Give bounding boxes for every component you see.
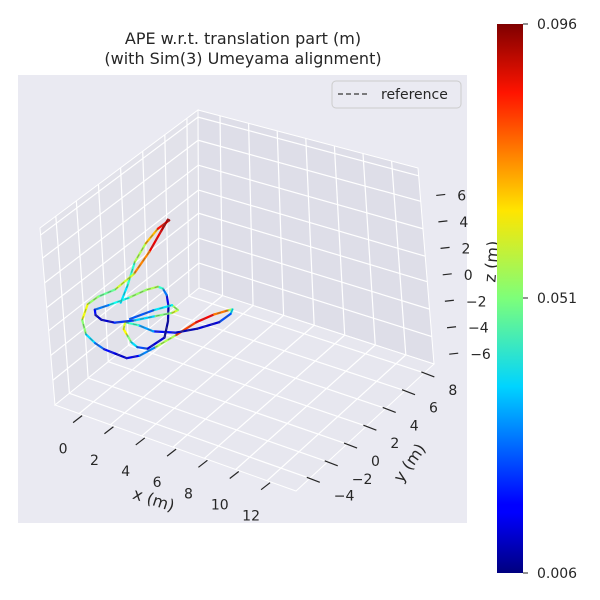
floor-pane — [53, 287, 435, 492]
z-gridline — [198, 212, 428, 283]
z-tick-mark — [449, 352, 459, 355]
colorbar — [497, 24, 523, 573]
x-tick-mark — [104, 426, 114, 435]
colorbar-mid-label: 0.051 — [537, 291, 577, 307]
z-tick-label: 6 — [457, 188, 466, 204]
trajectory-segment — [148, 229, 163, 253]
x-gridline — [172, 324, 315, 448]
y-tick-mark — [421, 371, 435, 378]
colorbar-min-label: 0.006 — [537, 566, 577, 582]
y-tick-label: 8 — [448, 383, 457, 399]
x-tick-label: 10 — [211, 498, 229, 514]
x-tick-mark — [166, 448, 177, 457]
z-gridline — [50, 237, 200, 356]
x-tick-mark — [260, 482, 271, 491]
trajectory-segment — [196, 321, 221, 330]
z-tick-label: −4 — [468, 321, 489, 337]
trajectory-segment — [133, 242, 147, 264]
z-gridline — [48, 212, 199, 332]
y-tick-label: −2 — [352, 472, 373, 488]
x-gridline — [204, 334, 346, 459]
legend-entry-reference: reference — [381, 87, 448, 103]
x-tick-mark — [229, 471, 240, 479]
z-gridline — [40, 116, 199, 236]
y-gridline — [148, 328, 386, 410]
z-gridline — [44, 164, 199, 284]
trajectory-segment — [132, 250, 151, 276]
y-tick-label: 4 — [410, 418, 419, 434]
z-gridline — [42, 139, 199, 259]
z-gridline — [46, 189, 199, 309]
z-gridline — [198, 189, 426, 257]
colorbar-max-label: 0.096 — [537, 17, 577, 33]
trajectory-segment — [146, 336, 166, 350]
y-tick-mark — [363, 424, 377, 431]
x-tick-label: 6 — [153, 475, 162, 491]
y-tick-label: −4 — [334, 488, 355, 504]
x-gridline — [141, 314, 284, 437]
z-gridline — [197, 116, 419, 177]
y-tick-mark — [324, 460, 338, 467]
z-tick-mark — [446, 326, 457, 329]
z-gridline — [198, 164, 424, 230]
y-gridline — [128, 344, 367, 427]
x-gridline — [362, 153, 376, 346]
z-gridline — [198, 237, 430, 310]
y-tick-label: 0 — [371, 454, 380, 470]
x-tick-label: 0 — [59, 442, 68, 458]
trajectory-segment — [133, 315, 157, 322]
z-gridline — [198, 262, 432, 338]
x-gridline — [235, 344, 376, 470]
y-tick-label: 2 — [390, 436, 399, 452]
trajectory-segment — [174, 327, 199, 334]
chart-title: APE w.r.t. translation part (m) — [125, 29, 361, 48]
y-gridline — [188, 295, 425, 374]
y-tick-mark — [343, 442, 358, 449]
trajectory-series — [81, 218, 234, 360]
z-gridline — [198, 139, 421, 202]
z-tick-mark — [436, 193, 446, 197]
trajectory-segment — [127, 288, 148, 300]
z-tick-label: −6 — [470, 347, 491, 363]
z-tick-label: 0 — [464, 268, 473, 284]
z-tick-mark — [440, 246, 450, 249]
x-gridline — [391, 160, 407, 355]
y-tick-mark — [306, 476, 321, 483]
trajectory-segment — [126, 260, 136, 287]
z-tick-label: 2 — [462, 241, 471, 257]
z-tick-mark — [442, 273, 452, 276]
y-tick-mark — [382, 406, 396, 414]
y-gridline — [87, 377, 328, 463]
z-tick-label: 4 — [459, 215, 468, 231]
y-tick-label: 6 — [429, 401, 438, 417]
z-tick-mark — [444, 299, 454, 302]
legend: reference — [331, 80, 462, 109]
x-gridline — [110, 305, 254, 426]
x-tick-label: 4 — [121, 464, 130, 480]
x-tick-label: 12 — [242, 509, 260, 525]
y-gridline — [108, 361, 348, 445]
y-gridline — [69, 392, 310, 479]
grid-lines — [40, 115, 432, 482]
x-gridline — [78, 295, 223, 415]
trajectory-segment — [114, 272, 136, 291]
trajectory-segment — [128, 309, 155, 321]
chart-subtitle: (with Sim(3) Umeyama alignment) — [104, 49, 381, 68]
trajectory-segment — [154, 333, 178, 349]
x-tick-mark — [135, 437, 146, 446]
x-tick-mark — [198, 459, 208, 468]
y-tick-mark — [401, 389, 416, 396]
x-tick-label: 2 — [90, 453, 99, 469]
x-tick-mark — [72, 415, 83, 424]
z-tick-label: −2 — [466, 294, 487, 310]
x-tick-label: 8 — [184, 486, 193, 502]
x-gridline — [266, 354, 407, 482]
z-tick-mark — [438, 220, 448, 223]
legend-box — [331, 80, 462, 109]
